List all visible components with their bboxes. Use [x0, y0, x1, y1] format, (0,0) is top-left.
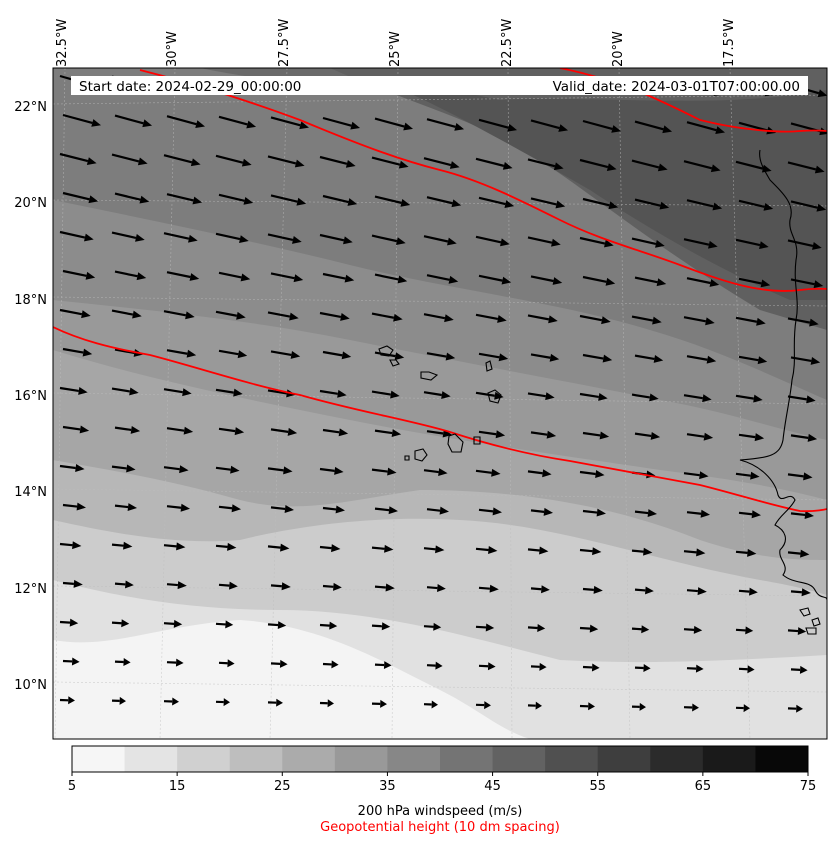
windspeed-shading [53, 68, 829, 739]
latitude-labels: 22°N 20°N 18°N 16°N 14°N 12°N 10°N [14, 100, 47, 693]
colorbar-swatch [650, 746, 703, 772]
colorbar-tick-label: 25 [274, 779, 291, 794]
lon-label: 20°W [611, 31, 626, 67]
colorbar-tick-label: 15 [169, 779, 186, 794]
colorbar-swatch [598, 746, 651, 772]
lat-label: 18°N [14, 293, 47, 308]
colorbar: 5 15 25 35 45 55 65 75 [68, 746, 816, 794]
contour-label: Geopotential height (10 dm spacing) [320, 820, 560, 835]
colorbar-swatch [335, 746, 388, 772]
colorbar-swatch [755, 746, 808, 772]
colorbar-label: 200 hPa windspeed (m/s) [358, 804, 523, 819]
lon-label: 25°W [388, 31, 403, 67]
colorbar-tick-label: 35 [379, 779, 396, 794]
lon-label: 22.5°W [500, 19, 515, 67]
colorbar-swatch [493, 746, 546, 772]
start-date-text: Start date: 2024-02-29_00:00:00 [79, 79, 301, 95]
colorbar-tick-label: 65 [695, 779, 712, 794]
longitude-labels: 32.5°W 30°W 27.5°W 25°W 22.5°W 20°W 17.5°W [55, 19, 737, 67]
colorbar-swatch [703, 746, 756, 772]
date-header: Start date: 2024-02-29_00:00:00 Valid_da… [71, 76, 808, 95]
valid-date-text: Valid_date: 2024-03-01T07:00:00.00 [553, 79, 800, 95]
colorbar-swatch [440, 746, 493, 772]
colorbar-swatch [72, 746, 125, 772]
lon-label: 27.5°W [277, 19, 292, 67]
lat-label: 20°N [14, 196, 47, 211]
colorbar-tick-label: 45 [484, 779, 501, 794]
lat-label: 14°N [14, 485, 47, 500]
colorbar-swatch [177, 746, 230, 772]
lon-label: 17.5°W [722, 19, 737, 67]
colorbar-swatch [125, 746, 178, 772]
lat-label: 10°N [14, 678, 47, 693]
colorbar-swatch [387, 746, 440, 772]
colorbar-swatch [282, 746, 335, 772]
colorbar-swatch [230, 746, 283, 772]
lat-label: 12°N [14, 582, 47, 597]
colorbar-tick-label: 55 [589, 779, 606, 794]
colorbar-tick-label: 5 [68, 779, 76, 794]
lat-label: 22°N [14, 100, 47, 115]
colorbar-tick-label: 75 [800, 779, 817, 794]
lon-label: 32.5°W [55, 19, 70, 67]
lon-label: 30°W [165, 31, 180, 67]
colorbar-swatch [545, 746, 598, 772]
lat-label: 16°N [14, 389, 47, 404]
